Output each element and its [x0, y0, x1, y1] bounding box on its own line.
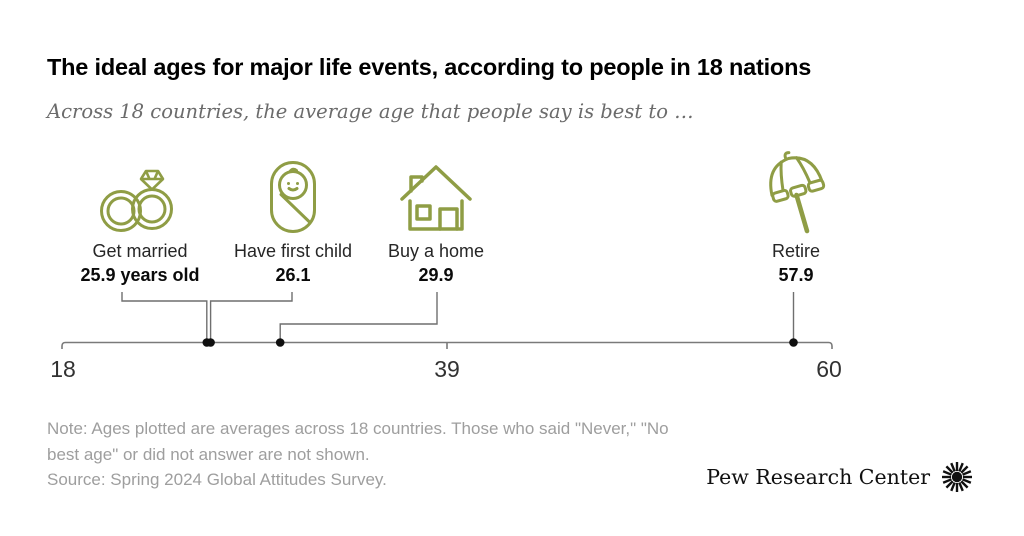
event-retire: Retire 57.9: [736, 151, 856, 286]
note-block: Note: Ages plotted are averages across 1…: [47, 416, 737, 493]
axis-tick-label-18: 18: [50, 356, 76, 382]
note-line-2: best age" or did not answer are not show…: [47, 444, 370, 464]
wedding-rings-icon: [55, 158, 225, 234]
event-label: Have first child: [233, 241, 353, 261]
event-label: Get married: [92, 241, 188, 261]
event-label: Buy a home: [387, 241, 485, 261]
page-title: The ideal ages for major life events, ac…: [47, 54, 812, 80]
timeline-plot: [61, 292, 833, 349]
source-line: Source: Spring 2024 Global Attitudes Sur…: [47, 470, 387, 489]
event-value: 25.9 years old: [80, 265, 200, 285]
note-line-1: Note: Ages plotted are averages across 1…: [47, 419, 669, 438]
dot-buy-a-home: [275, 338, 285, 347]
brand-wordmark: Pew Research Center: [706, 465, 930, 489]
swaddled-baby-icon: [218, 158, 368, 234]
event-value: 57.9: [778, 265, 814, 285]
chart-subtitle: Across 18 countries, the average age tha…: [47, 100, 694, 123]
event-have-first-child: Have first child 26.1: [218, 158, 368, 286]
event-value: 29.9: [418, 265, 454, 285]
axis-tick-label-60: 60: [816, 356, 842, 382]
beach-umbrella-icon: [736, 151, 856, 234]
connector-lines: [121, 292, 795, 339]
dot-have-first-child: [206, 338, 215, 347]
pew-branding: Pew Research Center: [706, 460, 975, 494]
event-label: Retire: [771, 241, 820, 261]
sunburst-logo-icon: [942, 462, 972, 492]
dot-retire: [789, 338, 798, 347]
event-buy-a-home: Buy a home 29.9: [366, 158, 506, 286]
event-get-married: Get married 25.9 years old: [55, 158, 225, 286]
house-icon: [366, 158, 506, 234]
axis-line: [61, 341, 833, 349]
event-value: 26.1: [275, 265, 311, 285]
data-point-markers: [202, 338, 798, 347]
axis-tick-label-39: 39: [434, 356, 460, 382]
